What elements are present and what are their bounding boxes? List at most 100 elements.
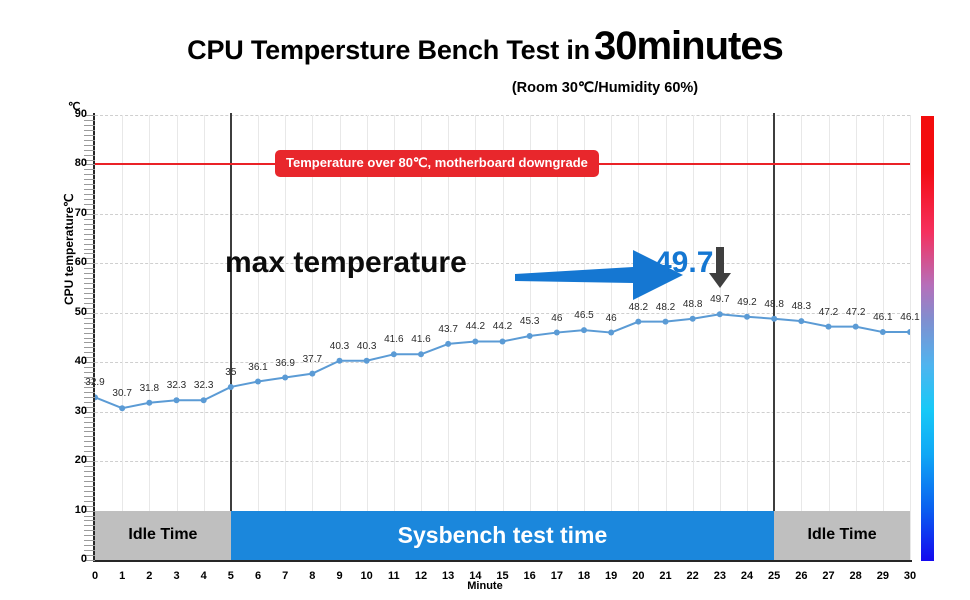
data-point-label: 48.8 [682,298,703,310]
y-minor-tick [84,268,95,270]
y-minor-tick [84,124,95,126]
x-tick-label: 16 [523,570,536,582]
gridline [203,115,205,560]
y-tick-label: 40 [74,355,87,368]
y-minor-tick [84,129,95,131]
y-minor-tick [84,421,95,423]
y-minor-tick [84,139,95,141]
y-minor-tick [84,411,95,413]
data-point-label: 48.3 [791,301,812,313]
gridline [122,115,124,560]
gridline [285,115,287,560]
y-minor-tick [84,154,95,156]
y-minor-tick [84,540,95,542]
x-tick-label: 30 [903,570,917,582]
y-minor-tick [84,199,95,201]
gridline [855,115,857,560]
y-minor-tick [84,263,95,265]
gridline [638,115,640,560]
y-minor-tick [84,500,95,502]
gridline [910,115,911,560]
x-tick-label: 15 [496,570,509,582]
y-minor-tick [84,332,95,334]
y-tick-label: 50 [74,305,87,318]
data-point-label: 49.7 [710,294,730,306]
y-minor-tick [84,377,95,379]
x-tick-label: 4 [200,570,207,582]
y-minor-tick [84,283,95,285]
phase-band: Sysbench test time [230,510,775,560]
data-point-label: 46.1 [873,312,893,324]
gridline [611,115,613,560]
y-minor-tick [84,238,95,240]
y-minor-tick [84,456,95,458]
y-minor-tick [84,382,95,383]
x-tick-label: 13 [442,570,455,582]
phase-band-label: Idle Time [807,526,877,544]
y-minor-tick [84,372,95,374]
y-minor-tick [84,396,95,398]
y-minor-tick [84,189,95,191]
x-tick-label: 25 [768,570,781,582]
y-minor-tick [84,317,95,319]
y-minor-tick [84,302,95,304]
y-minor-tick [84,322,95,324]
y-minor-tick [84,164,95,166]
data-point-label: 41.6 [411,334,431,346]
data-point-label: 49.2 [737,296,757,308]
y-minor-tick [84,248,95,250]
data-point-label: 36.9 [275,357,295,369]
y-minor-tick [84,288,95,290]
y-minor-tick [84,401,95,403]
y-minor-tick [84,243,95,245]
data-point-label: 46 [551,312,563,324]
y-minor-tick [84,535,95,537]
gridline [149,115,151,560]
color-gradient-bar [921,116,934,561]
max-temperature-label: max temperature [225,246,467,280]
y-minor-tick [84,119,95,121]
y-minor-tick [84,233,95,235]
y-minor-tick [84,184,95,186]
x-tick-label: 26 [795,570,808,582]
x-axis-title: Minute [467,580,503,592]
y-minor-tick [84,436,95,438]
max-temperature-value: 49.7 [655,246,714,280]
data-point-label: 48.2 [655,301,676,313]
temperature-line-series [95,311,910,412]
y-minor-tick [84,149,95,151]
y-minor-tick [84,530,95,532]
title-highlight-text: 30minutes [593,24,784,68]
y-minor-tick [84,204,95,205]
gridline [448,115,450,560]
x-tick-label: 2 [146,570,153,582]
x-tick-label: 11 [388,570,400,582]
y-minor-tick [84,367,95,369]
gridline [828,115,830,560]
x-tick-label: 6 [254,570,262,582]
gridline [665,115,667,560]
data-point-label: 43.7 [438,323,458,335]
gridline [502,115,504,560]
y-minor-tick [84,327,95,329]
y-minor-tick [84,406,95,408]
gridline [366,115,368,560]
y-minor-tick [84,480,95,482]
data-point-label: 46.5 [574,310,594,322]
y-minor-tick [84,213,95,215]
data-point-label: 35 [225,366,237,378]
data-point-label: 32.3 [166,380,187,392]
y-minor-tick [84,293,95,294]
x-tick-label: 5 [227,570,234,582]
y-minor-tick [84,485,95,487]
x-tick-label: 9 [336,570,343,582]
x-tick-label: 19 [605,570,618,582]
y-minor-tick [84,510,95,512]
y-minor-tick [84,253,95,255]
y-minor-tick [84,297,95,299]
x-tick-label: 0 [91,570,99,582]
y-minor-tick [84,495,95,497]
y-minor-tick [84,352,95,354]
gridline [584,115,585,560]
gridline [882,115,884,560]
